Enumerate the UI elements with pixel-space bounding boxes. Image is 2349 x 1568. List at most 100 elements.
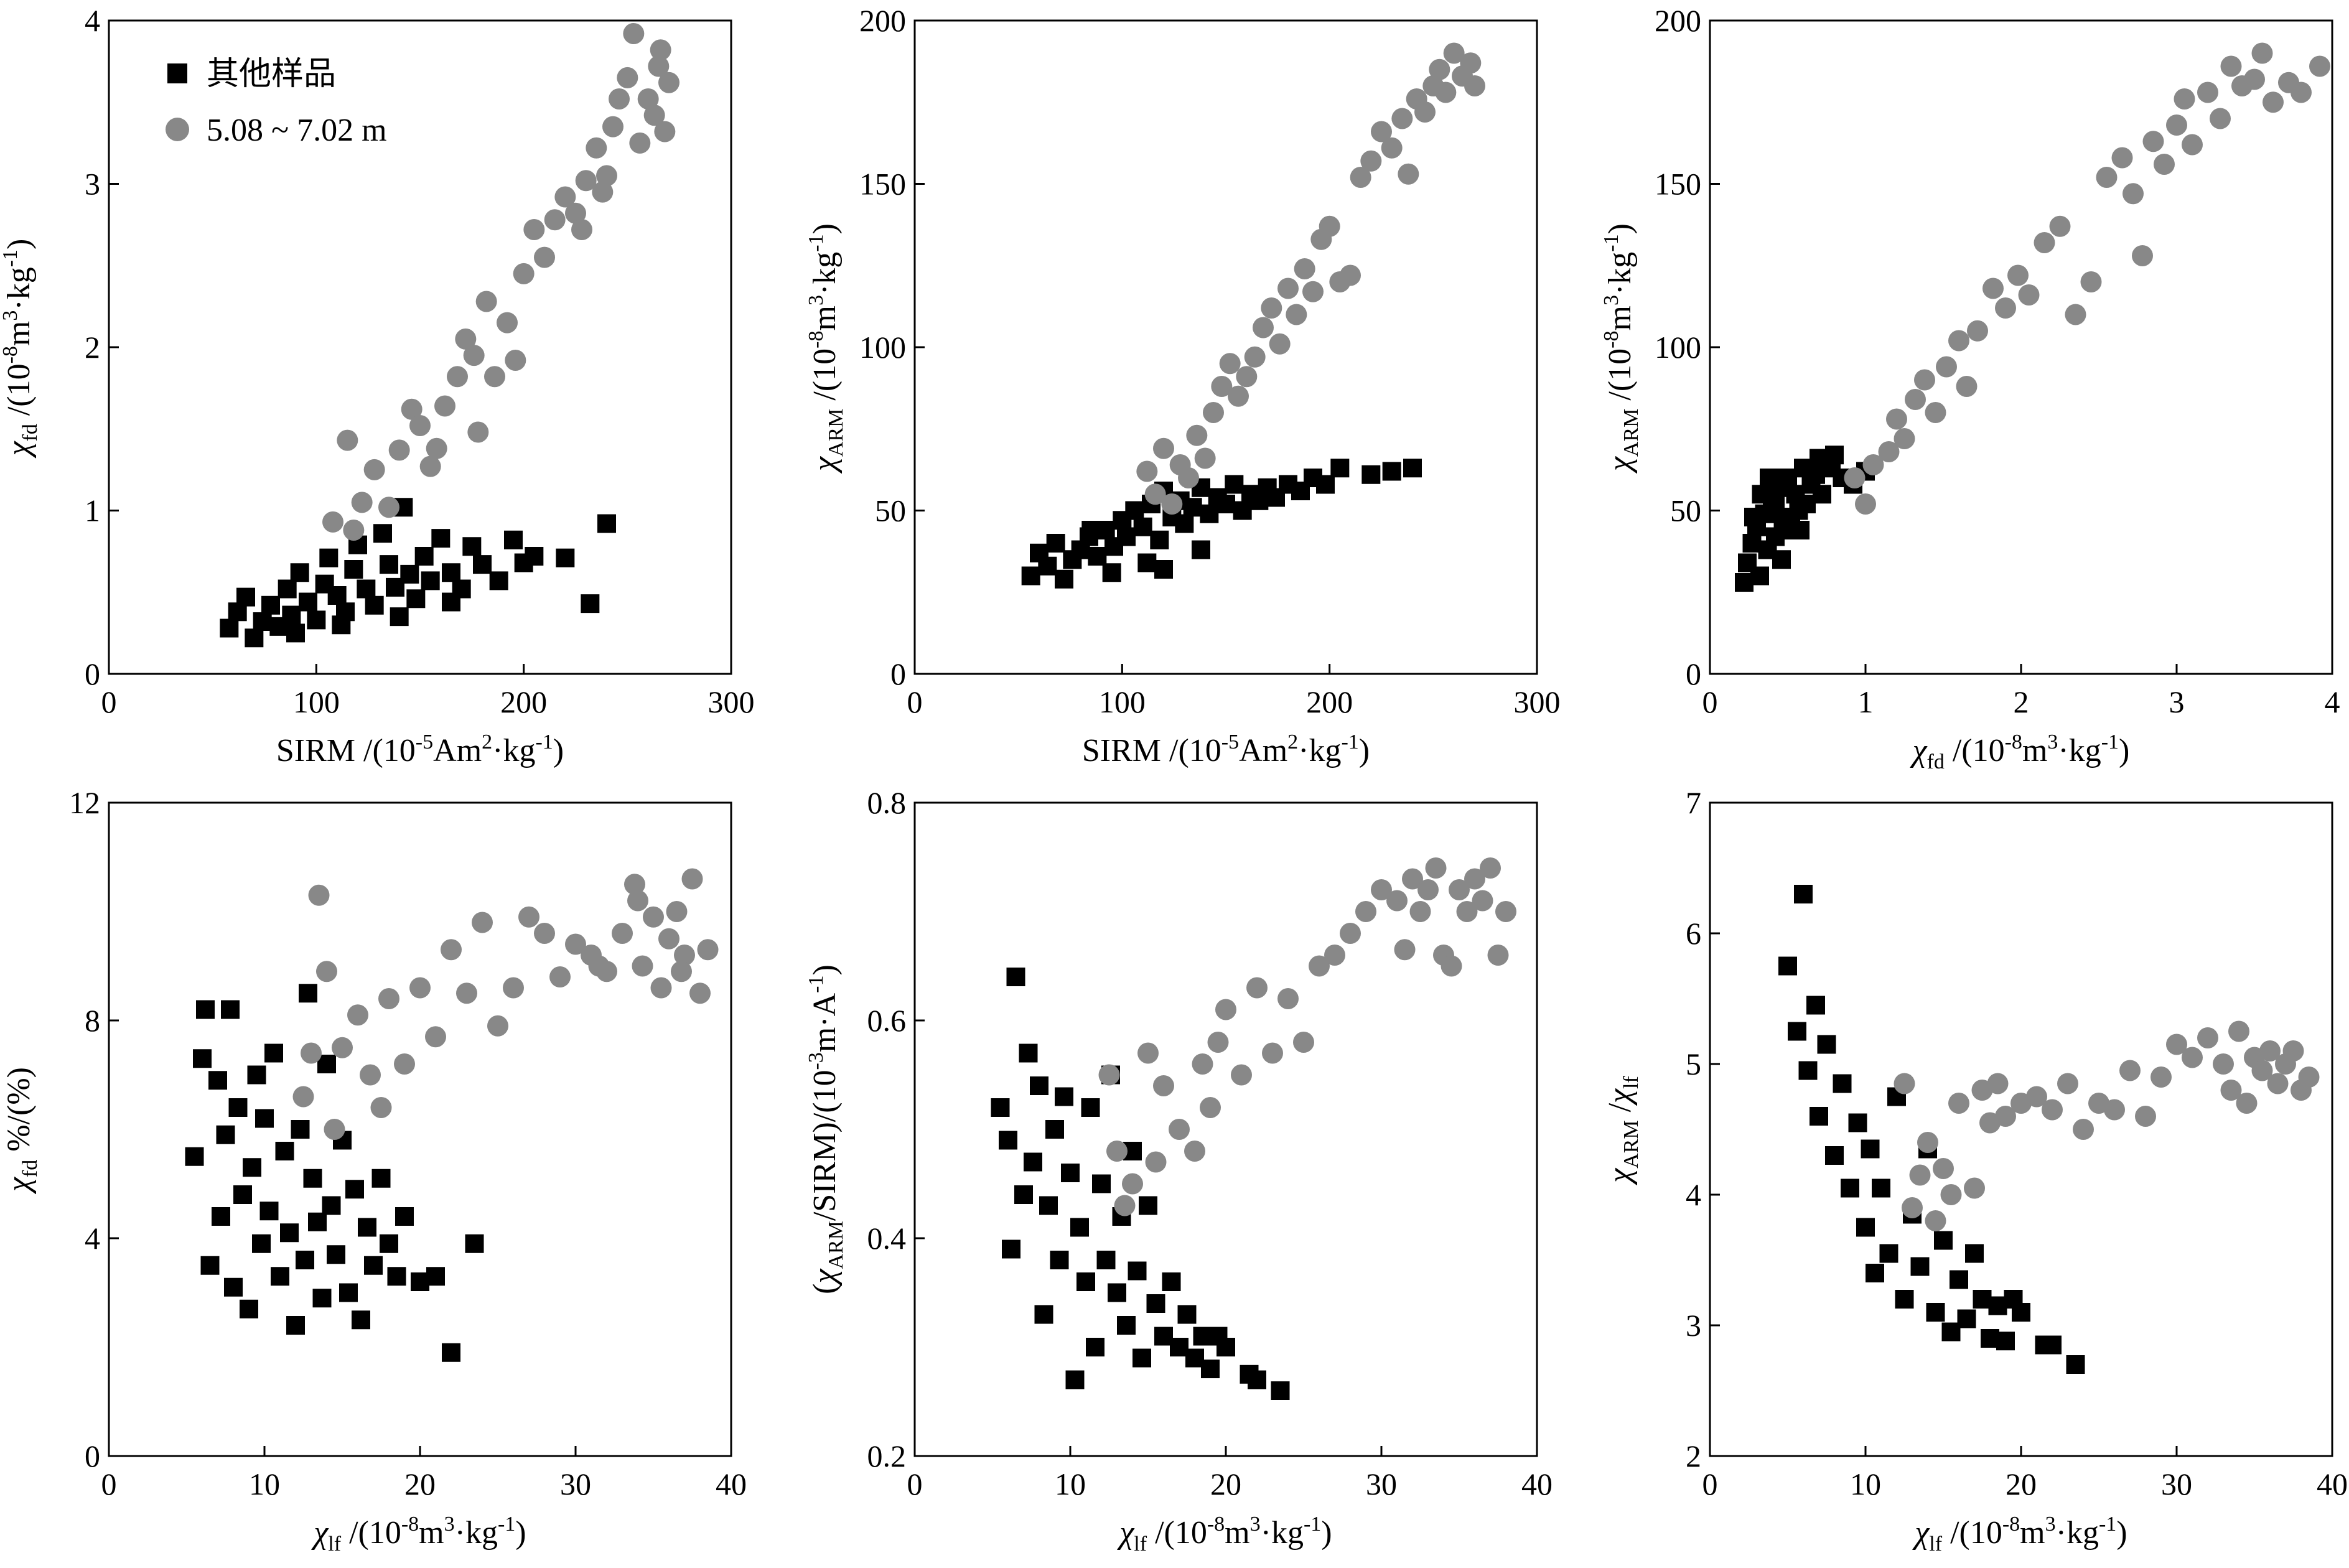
data-point-circle	[378, 988, 399, 1009]
data-point-circle	[503, 977, 524, 999]
data-point-square	[322, 1196, 341, 1215]
data-point-square	[581, 594, 600, 614]
data-point-circle	[378, 497, 399, 518]
y-axis-label: χARM /(10-8m3·kg-1)	[1600, 223, 1643, 474]
data-point-square	[465, 1234, 484, 1253]
data-point-square	[1183, 498, 1202, 517]
x-tick-label: 4	[2325, 684, 2340, 719]
data-point-square	[280, 1223, 299, 1243]
data-point-circle	[1460, 52, 1482, 74]
data-point-square	[233, 1185, 252, 1204]
data-point-square	[1957, 1309, 1976, 1328]
x-tick-label: 20	[2006, 1467, 2037, 1501]
data-point-circle	[2057, 1073, 2078, 1094]
data-point-circle	[484, 366, 505, 388]
x-tick-label: 0	[1702, 1467, 1718, 1501]
x-axis-label: χfd /(10-8m3·kg-1)	[1910, 730, 2130, 773]
data-point-square	[1233, 501, 1252, 520]
data-point-circle	[434, 395, 455, 417]
data-point-square	[357, 579, 376, 599]
data-point-circle	[1371, 879, 1392, 900]
data-point-square	[1175, 514, 1194, 533]
data-point-circle	[1914, 369, 1935, 391]
data-point-circle	[1231, 1064, 1252, 1086]
data-point-square	[1021, 566, 1040, 586]
data-point-square	[1841, 1178, 1859, 1198]
data-point-square	[307, 610, 326, 630]
data-point-square	[1965, 1244, 1984, 1263]
data-point-circle	[409, 415, 431, 436]
data-point-square	[1146, 1294, 1165, 1313]
data-point-square	[208, 1071, 227, 1090]
data-point-circle	[1449, 879, 1470, 900]
data-point-square	[345, 1180, 364, 1199]
data-point-square	[1038, 556, 1057, 576]
data-point-circle	[394, 1053, 415, 1075]
x-tick-label: 40	[1521, 1467, 1553, 1501]
data-point-square	[390, 607, 409, 627]
data-point-square	[271, 1267, 289, 1286]
data-point-square	[1879, 1244, 1898, 1263]
data-point-circle	[1137, 1042, 1159, 1064]
x-tick-label: 40	[716, 1467, 747, 1501]
y-tick-label: 0	[1686, 656, 1701, 691]
data-point-circle	[2073, 1119, 2094, 1140]
data-point-square	[2066, 1355, 2085, 1374]
data-point-square	[1154, 560, 1173, 579]
data-point-square	[344, 560, 363, 579]
plot-frame	[108, 19, 732, 675]
data-point-circle	[1161, 493, 1183, 515]
data-point-square	[1046, 534, 1065, 553]
y-tick-label: 100	[859, 330, 906, 365]
data-point-circle	[565, 202, 586, 224]
data-point-square	[327, 586, 347, 605]
data-point-square	[1034, 1305, 1053, 1324]
series-other-samples	[1021, 459, 1422, 589]
y-tick-label: 50	[1670, 493, 1701, 528]
data-point-circle	[1122, 1173, 1143, 1195]
x-axis-label: SIRM /(10-5Am2·kg-1)	[276, 730, 564, 768]
data-point-square	[332, 615, 351, 635]
x-tick-label: 0	[101, 684, 117, 719]
data-point-square	[1092, 1174, 1111, 1193]
data-point-circle	[623, 23, 645, 44]
data-point-square	[999, 1131, 1017, 1150]
data-point-circle	[308, 884, 330, 906]
data-point-square	[264, 1043, 283, 1063]
data-point-circle	[2034, 232, 2055, 253]
data-point-circle	[2210, 108, 2231, 129]
x-tick-label: 30	[560, 1467, 591, 1501]
legend-marker-square	[167, 63, 187, 83]
legend-label: 5.08 ~ 7.02 m	[207, 113, 387, 148]
data-point-square	[1856, 1218, 1875, 1237]
data-point-square	[1102, 563, 1121, 582]
y-tick-label: 100	[1655, 330, 1701, 365]
data-point-circle	[637, 88, 659, 110]
chart-panel-6: 0 10 20 30 40 2 3 4 5 6 7 χlf /(10-8m3·kg-1) χARM /χ…	[1602, 785, 2348, 1556]
data-point-square	[1926, 1303, 1945, 1322]
data-point-circle	[1982, 278, 2004, 299]
data-point-square	[352, 1310, 370, 1330]
data-point-circle	[523, 219, 545, 240]
x-tick-label: 100	[1099, 684, 1146, 719]
data-point-circle	[650, 977, 672, 999]
data-point-square	[1030, 1076, 1048, 1095]
y-tick-label: 6	[1686, 916, 1701, 951]
data-point-square	[1817, 1035, 1836, 1054]
x-axis-label: SIRM /(10-5Am2·kg-1)	[1082, 730, 1370, 768]
data-point-square	[1782, 508, 1800, 526]
data-point-circle	[2182, 134, 2203, 156]
data-point-circle	[455, 328, 477, 350]
data-point-circle	[1262, 1042, 1283, 1064]
data-point-square	[1096, 1251, 1116, 1269]
legend-label: 其他样品	[207, 57, 336, 92]
data-point-square	[1132, 1348, 1151, 1368]
series-interval-5-7m	[292, 868, 719, 1140]
data-point-square	[1778, 956, 1797, 976]
y-tick-label: 200	[859, 3, 906, 38]
y-tick-label: 50	[875, 493, 906, 528]
data-point-circle	[2182, 1047, 2203, 1068]
data-point-circle	[1425, 857, 1447, 879]
data-point-circle	[388, 439, 410, 461]
data-point-circle	[1192, 1053, 1213, 1075]
